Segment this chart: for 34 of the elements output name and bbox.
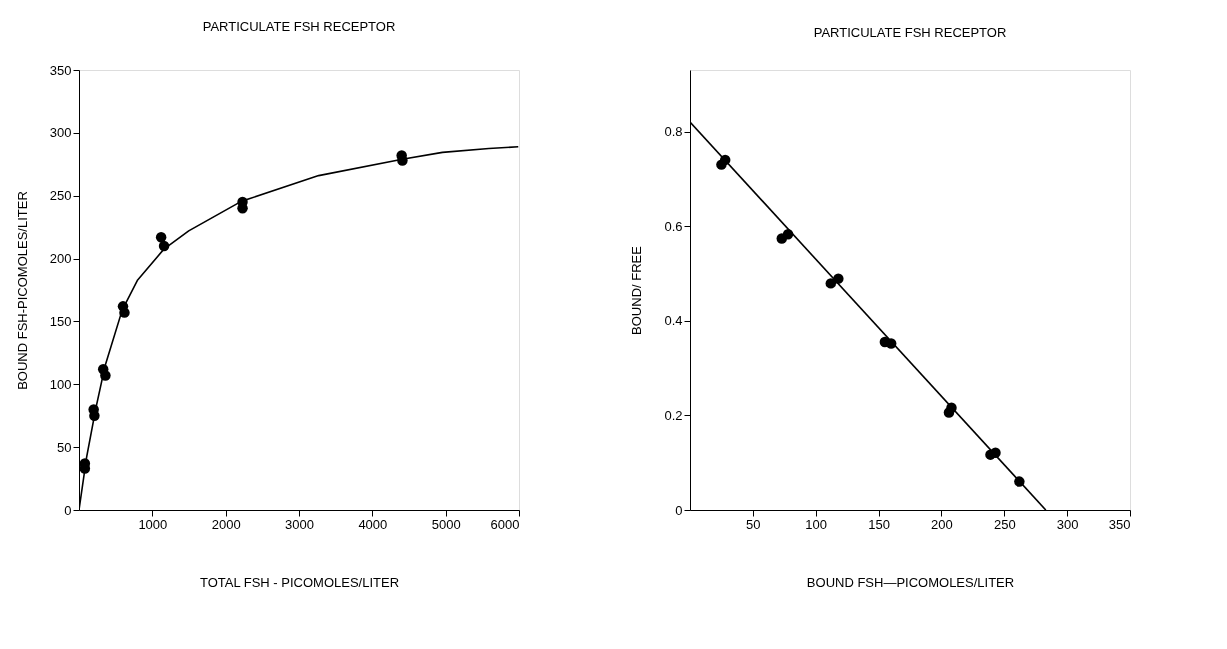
chart-title: PARTICULATE FSH RECEPTOR — [202, 19, 396, 34]
x-axis-title: BOUND FSH—PICOMOLES/LITER — [806, 574, 1015, 590]
x-tick-label: 4000 — [358, 516, 388, 532]
x-tick-label: 100 — [805, 516, 828, 532]
x-tick-label: 1000 — [138, 516, 168, 532]
x-tick-label: 150 — [868, 516, 890, 532]
x-tick-label: 200 — [931, 516, 953, 532]
y-tick-label: 0.8 — [664, 124, 683, 140]
x-tick-label: 300 — [1056, 516, 1079, 532]
y-tick-label: 300 — [49, 125, 72, 141]
x-tick-label: 250 — [993, 516, 1016, 532]
y-tick-label: 0 — [675, 502, 683, 518]
x-tick-label: 3000 — [285, 516, 314, 532]
x-tick-label: 350 — [1108, 516, 1131, 532]
y-tick-label: 200 — [49, 251, 72, 267]
chart-title: PARTICULATE FSH RECEPTOR — [813, 25, 1007, 40]
x-tick-label: 2000 — [211, 516, 241, 532]
x-tick-label: 6000 — [490, 516, 520, 532]
y-tick-label: 350 — [49, 62, 72, 78]
x-axis-title: TOTAL FSH - PICOMOLES/LITER — [199, 574, 400, 590]
y-axis-title: BOUND/ FREE — [629, 245, 645, 335]
point — [155, 231, 167, 243]
y-axis-title: BOUND FSH-PICOMOLES/LITER — [14, 191, 30, 390]
x-tick-label: 50 — [746, 516, 761, 532]
y-tick-label: 250 — [49, 188, 72, 204]
y-tick-label: 0 — [64, 502, 72, 518]
y-tick-label: 50 — [57, 439, 72, 455]
y-tick-label: 100 — [49, 376, 72, 392]
y-tick-label: 0.4 — [664, 313, 683, 329]
x-tick-label: 5000 — [431, 516, 461, 532]
y-tick-label: 150 — [49, 313, 72, 329]
y-tick-label: 0.2 — [664, 407, 683, 423]
y-tick-label: 0.6 — [664, 218, 683, 234]
point — [825, 278, 837, 289]
